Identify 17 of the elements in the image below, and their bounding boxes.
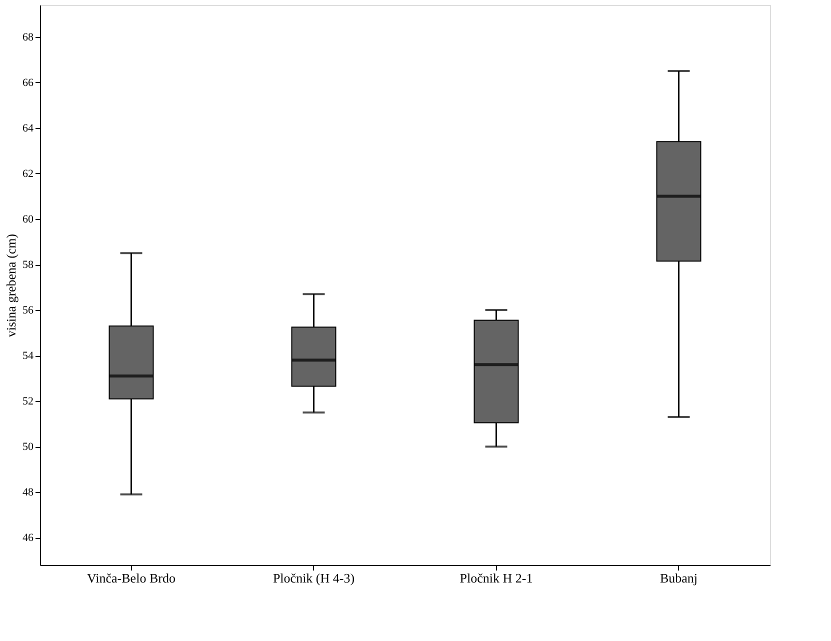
y-tick-label: 62 [22, 168, 34, 180]
y-tick-label: 52 [22, 396, 34, 408]
y-tick-label: 46 [22, 532, 34, 544]
y-tick-label: 64 [22, 122, 34, 134]
x-tick-label: Pločnik (H 4-3) [272, 570, 355, 586]
y-tick-label: 54 [22, 350, 34, 362]
x-tick-label: Pločnik H 2-1 [460, 570, 533, 586]
y-tick-label: 60 [22, 213, 34, 226]
y-tick-label: 48 [22, 486, 34, 499]
y-tick-label: 56 [22, 304, 34, 317]
x-tick-label: Bubanj [660, 570, 698, 586]
y-tick-label: 66 [22, 76, 34, 89]
x-tick-label: Vinča-Belo Brdo [87, 570, 176, 586]
y-axis-title: visina grebena (cm) [4, 234, 18, 338]
y-tick-label: 58 [22, 259, 34, 272]
y-tick-label: 50 [22, 441, 34, 454]
y-tick-label: 68 [22, 31, 34, 44]
